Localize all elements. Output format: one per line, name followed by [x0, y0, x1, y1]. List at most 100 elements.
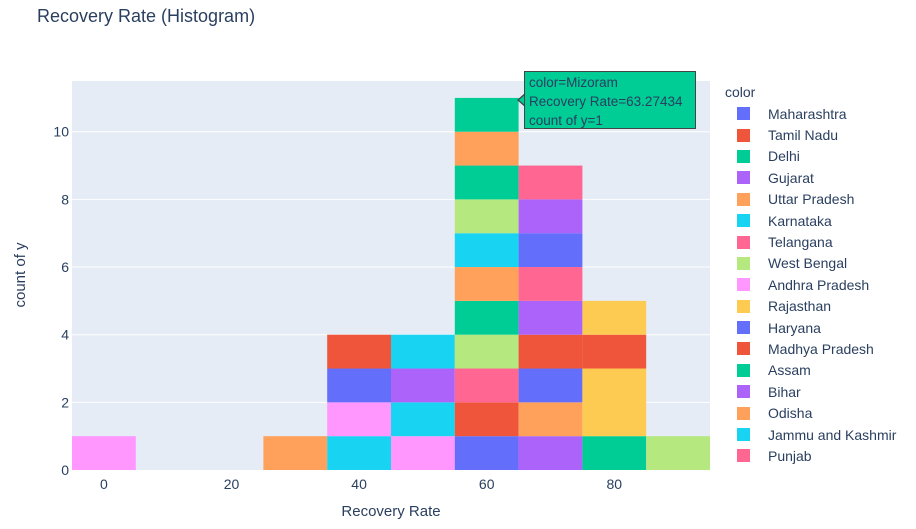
histogram-bar-1[interactable]: [263, 436, 328, 470]
histogram-bar-29[interactable]: [518, 165, 583, 200]
histogram-bar-26[interactable]: [518, 267, 583, 301]
legend-item-7[interactable]: West Bengal: [725, 253, 896, 274]
legend: color Maharashtra Tamil Nadu Delhi Gujarat U…: [725, 84, 896, 467]
histogram-bar-7[interactable]: [391, 402, 455, 437]
legend-label: Punjab: [768, 447, 812, 464]
legend-label: Uttar Pradesh: [768, 191, 855, 208]
legend-item-11[interactable]: Madhya Pradesh: [725, 338, 896, 359]
histogram-bar-4[interactable]: [327, 368, 391, 403]
legend-label: Maharashtra: [768, 105, 847, 122]
legend-title: color: [725, 84, 756, 100]
legend-item-8[interactable]: Andhra Pradesh: [725, 274, 896, 295]
histogram-bar-17[interactable]: [454, 199, 519, 234]
histogram-bar-10[interactable]: [454, 436, 519, 470]
legend-item-3[interactable]: Gujarat: [725, 167, 896, 188]
histogram-bar-25[interactable]: [518, 300, 583, 335]
histogram-bar-22[interactable]: [518, 402, 583, 437]
legend-item-4[interactable]: Uttar Pradesh: [725, 189, 896, 210]
histogram-bar-11[interactable]: [454, 402, 519, 437]
histogram-bar-6[interactable]: [391, 436, 455, 470]
legend-label: Andhra Pradesh: [768, 276, 870, 293]
histogram-bar-24[interactable]: [518, 334, 583, 369]
legend-swatch: [737, 342, 750, 356]
legend-swatch: [737, 192, 750, 206]
histogram-bar-19[interactable]: [454, 131, 519, 166]
legend-label: Delhi: [768, 148, 800, 165]
histogram-bar-27[interactable]: [518, 233, 583, 268]
histogram-bar-9[interactable]: [391, 334, 455, 369]
x-tick-labels: 0 20 40 60 80: [100, 476, 622, 492]
histogram-bar-8[interactable]: [391, 368, 455, 403]
histogram-bar-0[interactable]: [72, 436, 136, 470]
histogram-bars: [72, 97, 710, 470]
legend-swatch: [737, 321, 750, 335]
x-axis-label: Recovery Rate: [341, 503, 440, 520]
histogram-bar-31[interactable]: [582, 368, 647, 437]
histogram-bar-23[interactable]: [518, 368, 583, 403]
histogram-bar-3[interactable]: [327, 402, 391, 437]
legend-items: Maharashtra Tamil Nadu Delhi Gujarat Uttar P…: [725, 103, 896, 467]
legend-swatch: [737, 385, 750, 399]
histogram-bar-13[interactable]: [454, 334, 519, 369]
legend-label: Jammu and Kashmir: [768, 426, 897, 443]
histogram-bar-5[interactable]: [327, 334, 391, 369]
legend-swatch: [737, 107, 750, 121]
histogram-bar-34[interactable]: [646, 436, 710, 470]
histogram-bar-21[interactable]: [518, 436, 583, 470]
histogram-bar-18[interactable]: [454, 165, 519, 200]
legend-label: Rajasthan: [768, 298, 832, 315]
y-tick-label-4: 4: [61, 327, 69, 343]
tooltip-line-color: color=Mizoram: [529, 75, 618, 90]
legend-item-0[interactable]: Maharashtra: [725, 103, 896, 124]
legend-item-5[interactable]: Karnataka: [725, 210, 896, 231]
legend-label: Assam: [768, 362, 811, 379]
legend-item-12[interactable]: Assam: [725, 360, 896, 381]
tooltip-arrow-fill: [519, 94, 526, 106]
legend-label: Gujarat: [768, 169, 814, 186]
legend-item-6[interactable]: Telangana: [725, 231, 896, 252]
histogram-bar-12[interactable]: [454, 368, 519, 403]
histogram-bar-30[interactable]: [582, 436, 647, 470]
legend-item-13[interactable]: Bihar: [725, 381, 896, 402]
legend-swatch: [737, 214, 750, 228]
histogram-bar-28[interactable]: [518, 199, 583, 234]
histogram-bar-2[interactable]: [327, 436, 391, 470]
x-tick-label-40: 40: [351, 476, 367, 492]
chart-title: Recovery Rate (Histogram): [37, 6, 256, 26]
y-tick-label-8: 8: [61, 191, 69, 207]
histogram-bar-20[interactable]: [454, 97, 519, 132]
legend-swatch: [737, 235, 750, 249]
legend-swatch: [737, 363, 750, 377]
legend-label: West Bengal: [768, 255, 848, 272]
legend-item-2[interactable]: Delhi: [725, 146, 896, 167]
x-tick-label-20: 20: [224, 476, 240, 492]
histogram-bar-32[interactable]: [582, 334, 647, 369]
legend-label: Tamil Nadu: [768, 127, 839, 144]
legend-item-16[interactable]: Punjab: [725, 445, 896, 466]
hover-tooltip: color=Mizoram Recovery Rate=63.27434 cou…: [524, 71, 696, 129]
legend-swatch: [737, 256, 750, 270]
y-axis-label: count of y: [12, 242, 29, 308]
legend-item-15[interactable]: Jammu and Kashmir: [725, 424, 896, 445]
histogram-bar-33[interactable]: [582, 300, 647, 335]
y-tick-label-2: 2: [61, 394, 69, 410]
legend-swatch: [737, 149, 750, 163]
legend-label: Bihar: [768, 383, 801, 400]
y-tick-label-0: 0: [61, 462, 69, 478]
legend-label: Karnataka: [768, 212, 832, 229]
legend-label: Madhya Pradesh: [768, 340, 874, 357]
legend-swatch: [737, 278, 750, 292]
legend-item-1[interactable]: Tamil Nadu: [725, 124, 896, 145]
histogram-bar-14[interactable]: [454, 300, 519, 335]
x-tick-label-80: 80: [607, 476, 623, 492]
legend-swatch: [737, 171, 750, 185]
legend-item-14[interactable]: Odisha: [725, 402, 896, 423]
y-tick-labels: 0 2 4 6 8 10: [53, 124, 69, 478]
tooltip-line-count: count of y=1: [529, 113, 603, 128]
legend-label: Telangana: [768, 234, 833, 251]
histogram-bar-15[interactable]: [454, 267, 519, 301]
legend-item-9[interactable]: Rajasthan: [725, 296, 896, 317]
legend-item-10[interactable]: Haryana: [725, 317, 896, 338]
histogram-bar-16[interactable]: [454, 233, 519, 268]
